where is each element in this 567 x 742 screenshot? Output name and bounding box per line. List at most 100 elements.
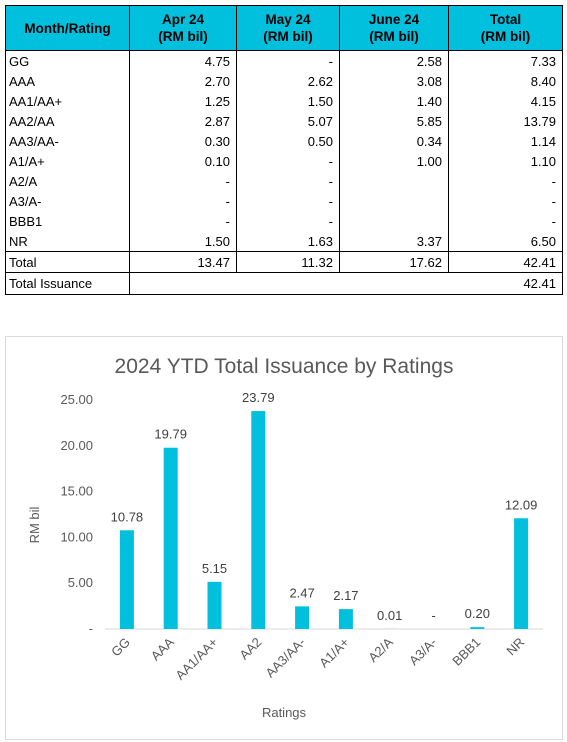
ratings-table: Month/Rating Apr 24 (RM bil) May 24 (RM bi… [5,5,563,295]
x-tick-label: A3/A- [406,635,440,669]
table-cell: - [448,211,563,231]
row-label: AA3/AA- [5,131,130,151]
total-issuance-row: Total Issuance 42.41 [5,272,563,295]
table-row: A1/A+ 0.10-1.00 1.10 [5,151,563,171]
table-cell: 5.07 [236,111,340,131]
x-tick-label: AA1/AA+ [172,635,220,683]
table-cell: 1.40 [339,91,449,111]
x-tick-label: AA2 [236,635,264,663]
y-tick-label: 20.00 [60,438,93,453]
table-row: AA1/AA+ 1.25 1.50 1.40 4.15 [5,91,563,111]
data-label: 12.09 [505,497,538,512]
table-cell: - [236,50,340,71]
data-label: 2.17 [333,588,358,603]
table-cell: 7.33 [448,50,563,71]
table-cell: 1.50 [129,231,237,252]
data-label: 0.20 [465,606,490,621]
table-cell: 11.32 [236,251,340,273]
x-tick-label: A2/A [365,634,396,665]
table-cell: 3.37 [339,231,449,252]
table-cell: - [236,211,340,231]
table-cell: 3.08 [339,71,449,91]
table-cell: 0.50 [236,131,340,151]
data-label: - [431,608,435,623]
x-axis-title: Ratings [262,705,307,720]
row-label: Total [5,251,130,273]
table-row: A3/A- - - - [5,191,563,211]
table-cell: - [236,171,340,191]
table-row: AA3/AA- 0.30 0.50 0.34 1.14 [5,131,563,151]
y-axis-title: RM bil [27,506,42,543]
table-cell: 2.70 [129,71,237,91]
total-issuance-label: Total Issuance [5,272,130,295]
row-label: NR [5,231,130,252]
table-cell [339,191,449,211]
row-label: AAA [5,71,130,91]
x-tick-label: AA3/AA- [262,635,308,681]
total-row: Total 13.47 11.32 17.62 42.41 [5,251,563,273]
table-cell: - [448,191,563,211]
table-row: AAA 2.70 2.62 3.08 8.40 [5,71,563,91]
header-month-rating: Month/Rating [5,5,130,51]
table-row: BBB1- - - [5,211,563,231]
data-label: 19.79 [154,427,187,442]
table-cell: 1.50 [236,91,340,111]
header-apr: Apr 24 (RM bil) [129,5,237,51]
header-june: June 24 (RM bil) [339,5,449,51]
bar [207,581,222,629]
table-cell: 1.14 [448,131,563,151]
table-row: NR 1.50 1.63 3.37 6.50 [5,231,563,252]
table-cell: - [448,171,563,191]
table-cell: 0.30 [129,131,237,151]
row-label: BBB1 [5,211,130,231]
data-label: 10.78 [111,509,144,524]
y-tick-label: - [89,621,93,636]
x-tick-label: AAA [148,634,177,663]
table-row: A2/A - - - [5,171,563,191]
row-label: A3/A- [5,191,130,211]
data-label: 23.79 [242,390,275,405]
row-label: A1/A+ [5,151,130,171]
y-tick-label: 10.00 [60,529,93,544]
table-cell: 1.63 [236,231,340,252]
y-tick-label: 25.00 [60,392,93,407]
row-label: GG [5,50,130,71]
table-cell: - [236,151,340,171]
x-tick-label: BBB1 [449,635,483,669]
bar [251,411,266,629]
data-label: 5.15 [202,561,227,576]
table-cell: 8.40 [448,71,563,91]
header-total: Total (RM bil) [448,5,563,51]
table-cell: 1.00 [339,151,449,171]
bar [338,609,353,629]
table-row: AA2/AA 2.87 5.07 5.85 13.79 [5,111,563,131]
table-cell: - [129,211,237,231]
table-cell: 0.10 [129,151,237,171]
chart-canvas: 2024 YTD Total Issuance by Ratings RM bi… [27,355,543,720]
bar [163,447,178,629]
table-cell: 2.58 [339,50,449,71]
y-tick-label: 15.00 [60,484,93,499]
table-cell: - [129,171,237,191]
x-tick-label: GG [108,635,133,660]
table-header-row: Month/Rating Apr 24 (RM bil) May 24 (RM bi… [5,5,563,51]
table-cell: 5.85 [339,111,449,131]
row-label: AA1/AA+ [5,91,130,111]
data-label: 0.01 [377,608,402,623]
table-cell: 42.41 [448,251,563,273]
y-tick-label: 5.00 [68,575,93,590]
table-cell: 4.15 [448,91,563,111]
table-cell: 13.47 [129,251,237,273]
bar [119,530,134,629]
table-cell: 17.62 [339,251,449,273]
chart-title: 2024 YTD Total Issuance by Ratings [115,355,454,378]
table-cell: 4.75 [129,50,237,71]
table-cell: - [129,191,237,211]
table-cell [339,171,449,191]
row-label: AA2/AA [5,111,130,131]
x-tick-label: NR [503,635,527,659]
table-cell: 2.62 [236,71,340,91]
table-cell: 13.79 [448,111,563,131]
table-cell: 1.10 [448,151,563,171]
table-cell: 6.50 [448,231,563,252]
